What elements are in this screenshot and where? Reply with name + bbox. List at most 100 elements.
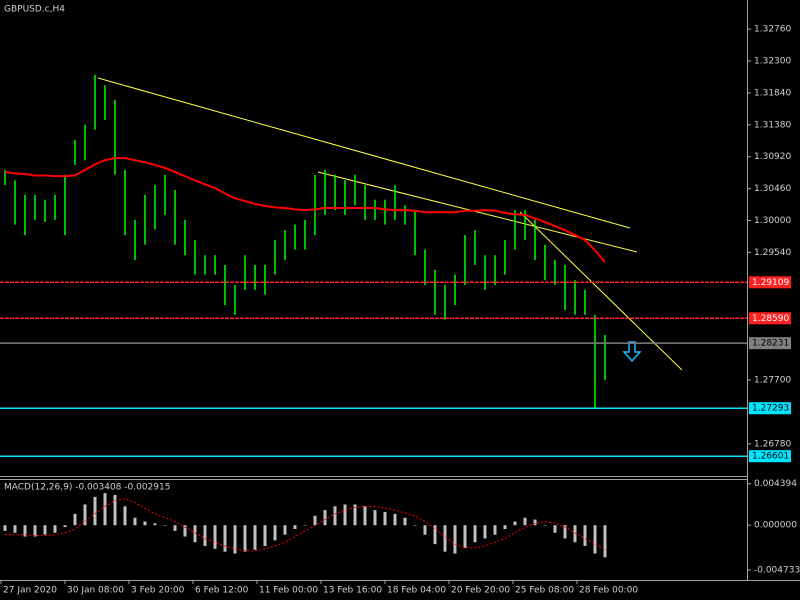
macd-bar	[493, 525, 497, 535]
y-tick-label: 1.31380	[754, 120, 791, 130]
x-tick-label: 13 Feb 16:00	[323, 586, 382, 596]
macd-bar	[313, 515, 317, 526]
macd-bar	[443, 525, 447, 552]
y-tick-label: 1.32760	[754, 25, 791, 35]
macd-bar	[283, 525, 287, 535]
y-tick-label: 1.30460	[754, 184, 791, 194]
x-tick-label: 25 Feb 08:00	[515, 586, 574, 596]
macd-bar	[543, 525, 547, 526]
macd-bar	[403, 517, 407, 526]
x-tick-label: 18 Feb 04:00	[387, 586, 446, 596]
x-tick-label: 30 Jan 08:00	[67, 586, 124, 596]
macd-bar	[603, 525, 607, 558]
macd-bar	[33, 525, 37, 537]
x-tick-label: 27 Jan 2020	[3, 586, 57, 596]
macd-bar	[173, 525, 177, 531]
macd-bar	[393, 513, 397, 526]
y-tick-label: 1.26780	[754, 439, 791, 449]
macd-bar	[583, 525, 587, 546]
macd-bar	[163, 525, 167, 526]
y-tick-label: 1.31840	[754, 88, 791, 98]
y-tick-label: 1.30920	[754, 152, 791, 162]
macd-bar	[103, 493, 107, 526]
macd-bar	[523, 517, 527, 526]
macd-bar	[353, 504, 357, 526]
macd-bar	[183, 525, 187, 537]
macd-bar	[243, 525, 247, 552]
macd-bar	[53, 525, 57, 533]
macd-bar	[563, 525, 567, 539]
macd-bar	[143, 521, 147, 526]
macd-bar	[363, 506, 367, 526]
macd-bar	[193, 525, 197, 543]
level-label: 1.28590	[752, 314, 789, 324]
level-label-box	[749, 450, 791, 463]
y-tick-label: 1.32300	[754, 57, 791, 67]
macd-bar	[463, 525, 467, 548]
macd-bar	[383, 512, 387, 526]
level-label: 1.29109	[752, 278, 789, 288]
macd-bar	[123, 506, 127, 526]
macd-bar	[203, 525, 207, 546]
macd-bar	[573, 525, 577, 543]
level-label-box	[749, 337, 791, 350]
macd-bar	[423, 525, 427, 535]
y-tick-label: -0.004733	[754, 565, 800, 575]
macd-bar	[63, 525, 67, 528]
macd-bar	[133, 517, 137, 526]
moving-average	[4, 157, 606, 263]
y-tick-label: 1.30000	[754, 216, 791, 226]
macd-bar	[483, 525, 487, 539]
macd-bar	[233, 525, 237, 554]
macd-bar	[43, 525, 47, 535]
macd-bar	[73, 513, 77, 526]
macd-bar	[593, 525, 597, 554]
y-tick-label: 0.000000	[754, 521, 797, 531]
macd-bar	[253, 525, 257, 550]
y-tick-label: 1.29540	[754, 248, 791, 258]
y-tick-label: 1.27700	[754, 376, 791, 386]
macd-bar	[273, 525, 277, 541]
macd-title: MACD(12,26,9) -0.003408 -0.002915	[4, 483, 170, 493]
macd-bar	[473, 525, 477, 543]
macd-bar	[293, 525, 297, 529]
x-tick-label: 11 Feb 00:00	[259, 586, 318, 596]
level-label: 1.28231	[752, 339, 789, 349]
macd-bar	[213, 525, 217, 549]
x-tick-label: 3 Feb 20:00	[131, 586, 185, 596]
macd-bar	[153, 523, 157, 526]
macd-bar	[303, 525, 307, 526]
level-label-box	[749, 276, 791, 289]
macd-bar	[503, 525, 507, 529]
macd-bar	[533, 519, 537, 526]
y-tick-label: 0.004394	[754, 479, 797, 489]
macd-bar	[263, 525, 267, 546]
macd-bar	[13, 525, 17, 533]
macd-bar	[323, 510, 327, 526]
macd-bar	[343, 504, 347, 526]
chart-title: GBPUSD.c,H4	[4, 5, 65, 15]
level-label-box	[749, 402, 791, 415]
level-label-box	[749, 312, 791, 325]
macd-bar	[333, 506, 337, 526]
level-label: 1.27293	[752, 404, 789, 414]
macd-bar	[453, 525, 457, 554]
macd-bar	[83, 504, 87, 526]
x-tick-label: 6 Feb 12:00	[195, 586, 249, 596]
macd-bar	[413, 525, 417, 526]
macd-bar	[433, 525, 437, 545]
level-label: 1.26601	[752, 452, 789, 462]
macd-bar	[113, 495, 117, 526]
macd-bar	[553, 525, 557, 533]
macd-bar	[513, 521, 517, 526]
x-tick-label: 20 Feb 20:00	[451, 586, 510, 596]
trendline	[97, 77, 631, 229]
macd-bar	[23, 525, 27, 537]
x-tick-label: 28 Feb 00:00	[579, 586, 638, 596]
macd-bar	[223, 525, 227, 552]
macd-signal	[5, 498, 606, 552]
macd-bar	[93, 496, 97, 526]
macd-bar	[373, 510, 377, 526]
